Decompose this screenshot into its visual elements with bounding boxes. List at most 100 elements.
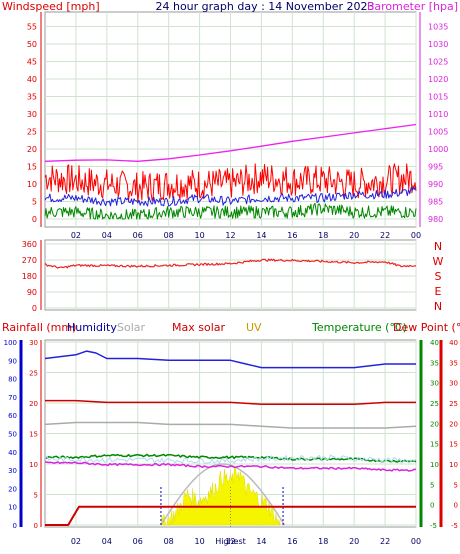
gust-line xyxy=(44,163,417,204)
temperature-tick-label: 20 xyxy=(430,420,439,428)
wind-tick-label: 45 xyxy=(27,58,37,67)
humidity-tick-label: 40 xyxy=(8,449,17,457)
humidity-line xyxy=(44,350,416,369)
barometer-tick-label: 1025 xyxy=(428,58,448,67)
wind-tick-label: 20 xyxy=(27,145,37,154)
compass-label: N xyxy=(434,300,442,313)
highest-label: Highest xyxy=(215,537,246,546)
max-solar-arc xyxy=(160,463,286,526)
dewpoint-tick-label: 15 xyxy=(449,441,458,449)
x-tick-label: 14 xyxy=(256,537,266,546)
rain-tick-label: 15 xyxy=(29,431,38,439)
wind-tick-label: 10 xyxy=(27,180,37,189)
rainfall-line xyxy=(45,505,416,526)
temperature-tick-label: 25 xyxy=(430,400,439,408)
x-tick-label: 18 xyxy=(318,231,328,240)
dewpoint-tick-label: 10 xyxy=(449,461,458,469)
legend-entry: Humidity xyxy=(67,321,117,334)
x-tick-label: 14 xyxy=(256,231,266,240)
humidity-tick-label: 100 xyxy=(4,339,17,347)
wind-tick-label: 55 xyxy=(27,23,37,32)
direction-tick-label: 180 xyxy=(22,272,37,281)
wind-tick-label: 0 xyxy=(32,215,37,224)
direction-tick-label: 270 xyxy=(22,256,37,265)
direction-tick-label: 0 xyxy=(32,304,37,313)
dewpoint-tick-label: 0 xyxy=(454,502,458,510)
x-tick-label: 04 xyxy=(102,231,112,240)
x-tick-label: 12 xyxy=(225,537,235,546)
x-tick-label: 20 xyxy=(349,231,359,240)
humidity-tick-label: 50 xyxy=(8,431,17,439)
x-tick-label: 02 xyxy=(71,231,81,240)
compass-label: W xyxy=(433,255,444,268)
dewpoint-tick-label: 30 xyxy=(449,380,458,388)
x-tick-label: 08 xyxy=(164,537,174,546)
humidity-tick-label: 10 xyxy=(8,504,17,512)
legend-entry: Solar xyxy=(117,321,146,334)
x-tick-label: 10 xyxy=(194,231,204,240)
dewpoint-line xyxy=(44,461,417,472)
humidity-tick-label: 70 xyxy=(8,394,17,402)
humidity-tick-label: 80 xyxy=(8,376,17,384)
humidity-tick-label: 60 xyxy=(8,412,17,420)
rain-tick-label: 10 xyxy=(29,461,38,469)
barometer-line xyxy=(44,123,417,162)
compass-label: E xyxy=(435,285,442,298)
compass-label: N xyxy=(434,240,442,253)
wind-tick-label: 5 xyxy=(32,198,37,207)
barometer-tick-label: 1000 xyxy=(428,145,448,154)
humidity-tick-label: 0 xyxy=(13,522,17,530)
x-tick-label: 06 xyxy=(133,231,143,240)
max-solar-line xyxy=(45,399,416,405)
x-tick-label: 00 xyxy=(411,231,421,240)
wind-tick-label: 15 xyxy=(27,163,37,172)
temperature-tick-label: 30 xyxy=(430,380,439,388)
temperature-line xyxy=(44,453,417,463)
x-tick-label: 04 xyxy=(102,537,112,546)
humidity-tick-label: 90 xyxy=(8,357,17,365)
direction-tick-label: 360 xyxy=(22,240,37,249)
x-tick-label: 02 xyxy=(71,537,81,546)
temperature-tick-label: 0 xyxy=(430,502,434,510)
x-tick-label: 06 xyxy=(133,537,143,546)
x-tick-label: 20 xyxy=(349,537,359,546)
dewpoint-tick-label: 40 xyxy=(449,339,458,347)
barometer-tick-label: 990 xyxy=(428,180,443,189)
barometer-tick-label: 985 xyxy=(428,198,443,207)
rain-tick-label: 30 xyxy=(29,339,38,347)
temperature-tick-label: -5 xyxy=(430,522,437,530)
direction-tick-label: 90 xyxy=(27,288,37,297)
barometer-axis-title: Barometer [hpa] xyxy=(367,0,458,13)
wind-tick-label: 40 xyxy=(27,75,37,84)
wind-axis-title: Windspeed [mph] xyxy=(2,0,100,13)
x-tick-label: 10 xyxy=(194,537,204,546)
humidity-tick-label: 30 xyxy=(8,467,17,475)
x-tick-label: 16 xyxy=(287,537,297,546)
barometer-tick-label: 980 xyxy=(428,215,443,224)
humidity-tick-label: 20 xyxy=(8,485,17,493)
legend-entry: Rainfall (mm) xyxy=(2,321,76,334)
average-wind-line xyxy=(44,186,417,207)
x-tick-label: 12 xyxy=(225,231,235,240)
rain-tick-label: 25 xyxy=(29,370,38,378)
dewpoint-tick-label: 35 xyxy=(449,359,458,367)
wind-tick-label: 50 xyxy=(27,40,37,49)
barometer-tick-label: 1030 xyxy=(428,40,448,49)
rain-tick-label: 5 xyxy=(34,492,38,500)
temperature-tick-label: 5 xyxy=(430,481,434,489)
wind-direction-line xyxy=(44,258,417,269)
barometer-tick-label: 1035 xyxy=(428,23,448,32)
wind-tick-label: 30 xyxy=(27,110,37,119)
barometer-tick-label: 1020 xyxy=(428,75,448,84)
dewpoint-tick-label: 20 xyxy=(449,420,458,428)
rain-tick-label: 20 xyxy=(29,400,38,408)
compass-label: S xyxy=(435,270,442,283)
wind-speed-line xyxy=(44,202,417,220)
legend-entry: Temperature (°C) xyxy=(311,321,407,334)
rain-tick-label: 0 xyxy=(34,522,38,530)
dewpoint-tick-label: -5 xyxy=(451,522,458,530)
temperature-tick-label: 10 xyxy=(430,461,439,469)
wind-tick-label: 35 xyxy=(27,93,37,102)
x-tick-label: 16 xyxy=(287,231,297,240)
